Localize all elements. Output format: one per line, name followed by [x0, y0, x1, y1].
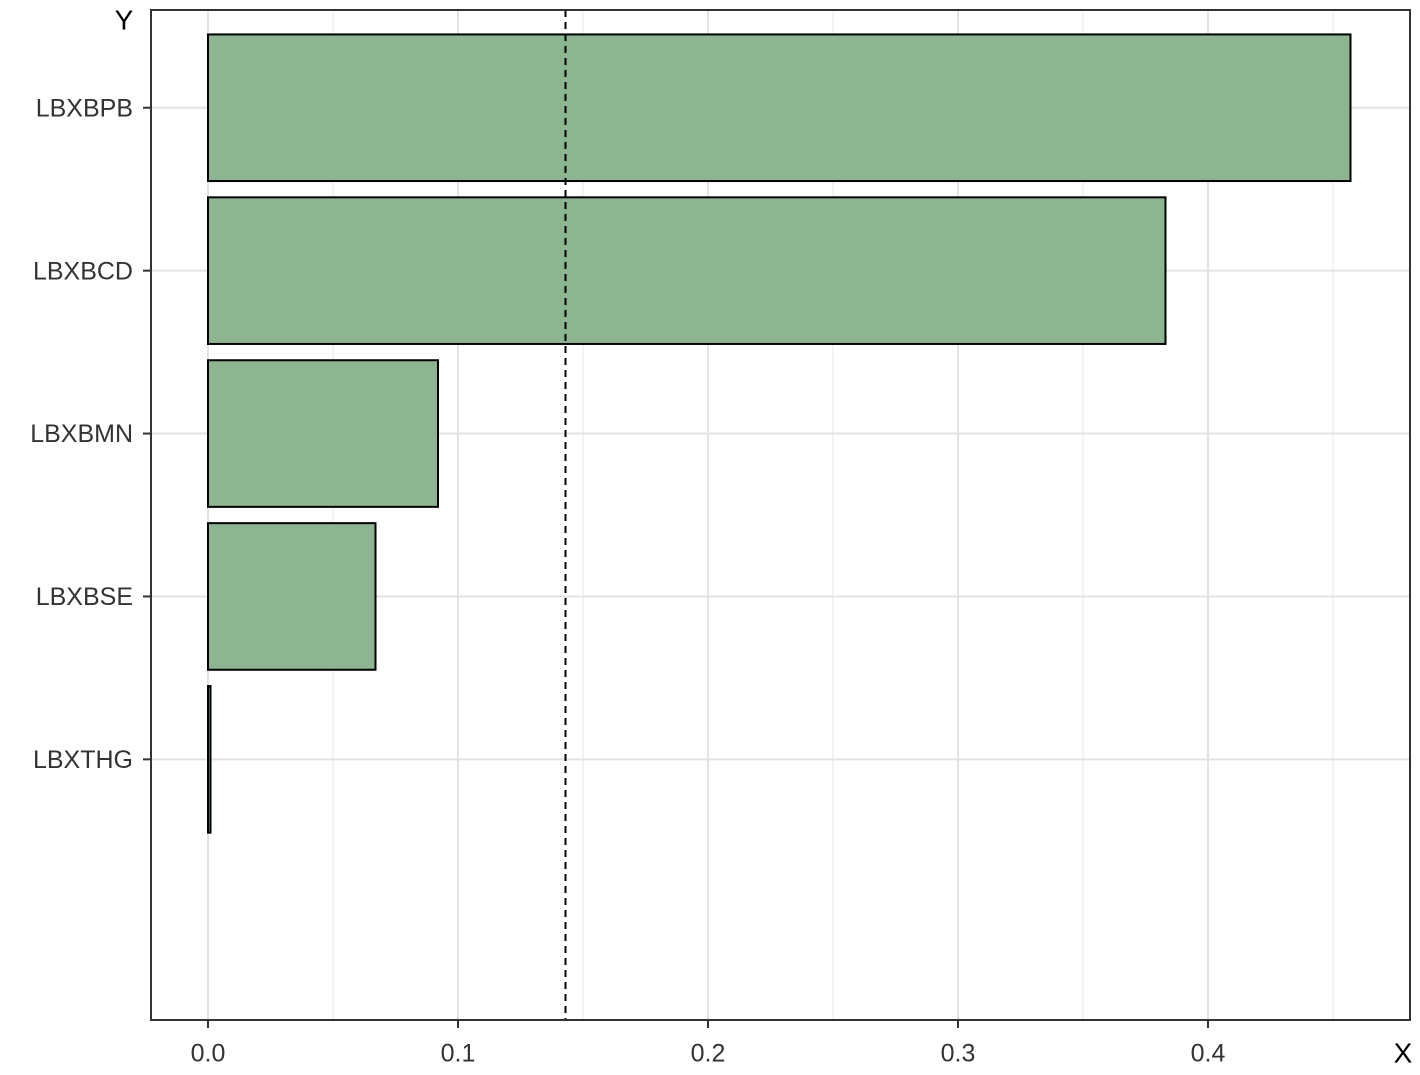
plot-border — [150, 9, 1411, 1021]
x-axis-label: X — [1394, 1037, 1413, 1068]
x-tick-label: 0.1 — [441, 1040, 476, 1068]
y-tick-label: LBXBPB — [36, 94, 133, 122]
x-tick-label: 0.4 — [1191, 1040, 1226, 1068]
x-tick-label: 0.2 — [691, 1040, 726, 1068]
y-tick-label: LBXBCD — [33, 257, 133, 285]
bar — [207, 522, 377, 671]
bar — [207, 196, 1167, 345]
y-tick-label: LBXTHG — [33, 746, 133, 774]
bar — [207, 685, 212, 834]
y-tick-label: LBXBSE — [36, 583, 133, 611]
y-axis-label: Y — [115, 4, 134, 35]
bar — [207, 359, 439, 508]
bar — [207, 33, 1352, 183]
y-tick-label: LBXBMN — [30, 420, 133, 448]
x-tick-label: 0.3 — [941, 1040, 976, 1068]
x-tick-label: 0.0 — [191, 1040, 226, 1068]
